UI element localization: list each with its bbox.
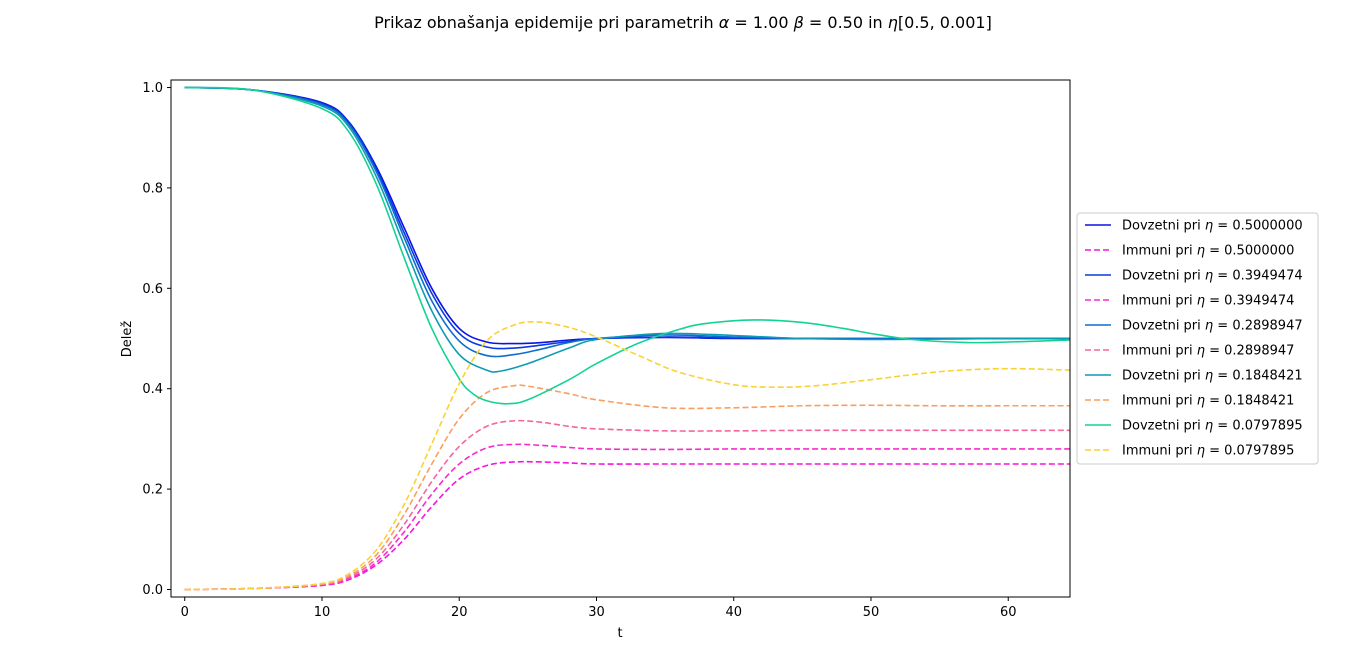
x-tick-label: 30: [588, 605, 605, 620]
legend-label-prefix: Dovzetni pri: [1122, 369, 1205, 384]
legend-label-eta: η: [1197, 294, 1205, 309]
legend-label-prefix: Immuni pri: [1122, 444, 1197, 459]
legend-label-value: = 0.2898947: [1205, 344, 1294, 359]
y-axis-label: Delež: [120, 321, 135, 358]
legend-label-6: Immuni pri η = 0.2898947: [1122, 344, 1294, 359]
series-line-8: [184, 384, 1070, 591]
title-eta-range: [0.5, 0.001]: [898, 13, 992, 32]
legend-label-eta: η: [1197, 244, 1205, 259]
legend-label-value: = 0.0797895: [1205, 444, 1294, 459]
legend-label-prefix: Immuni pri: [1122, 294, 1197, 309]
y-tick-label: 0.8: [142, 181, 163, 196]
legend-label-4: Immuni pri η = 0.3949474: [1122, 294, 1294, 309]
legend-label-8: Immuni pri η = 0.1848421: [1122, 394, 1294, 409]
legend-label-eta: η: [1197, 344, 1205, 359]
legend-label-value: = 0.3949474: [1213, 269, 1302, 284]
series-line-10: [184, 320, 1070, 591]
legend-label-eta: η: [1205, 369, 1213, 384]
series-group: [184, 86, 1070, 591]
legend-label-7: Dovzetni pri η = 0.1848421: [1122, 369, 1303, 384]
series-line-6: [184, 419, 1070, 591]
legend-label-value: = 0.2898947: [1213, 319, 1302, 334]
title-connector: in: [863, 13, 888, 32]
y-tick-label: 0.2: [142, 483, 163, 498]
x-tick-label: 40: [725, 605, 742, 620]
y-tick-label: 0.6: [142, 282, 163, 297]
legend-label-prefix: Dovzetni pri: [1122, 319, 1205, 334]
legend-label-eta: η: [1205, 219, 1213, 234]
legend-label-prefix: Dovzetni pri: [1122, 419, 1205, 434]
legend-label-10: Immuni pri η = 0.0797895: [1122, 444, 1294, 459]
legend-label-prefix: Dovzetni pri: [1122, 219, 1205, 234]
title-alpha-value: = 1.00: [729, 13, 793, 32]
series-line-2: [184, 460, 1070, 591]
title-alpha-symbol: α: [719, 13, 730, 32]
legend-label-eta: η: [1205, 419, 1213, 434]
legend-label-eta: η: [1197, 394, 1205, 409]
legend-label-prefix: Immuni pri: [1122, 394, 1197, 409]
x-tick-label: 50: [863, 605, 880, 620]
x-axis: 0 10 20 30 40 50 60: [181, 597, 1017, 620]
legend-label-value: = 0.0797895: [1213, 419, 1302, 434]
x-tick-label: 20: [451, 605, 468, 620]
legend-label-eta: η: [1205, 319, 1213, 334]
title-beta-symbol: β: [793, 13, 804, 32]
x-tick-label: 0: [181, 605, 189, 620]
legend-label-prefix: Immuni pri: [1122, 244, 1197, 259]
series-line-4: [184, 443, 1070, 591]
legend-label-prefix: Immuni pri: [1122, 344, 1197, 359]
chart-title: Prikaz obnašanja epidemije pri parametri…: [374, 13, 992, 32]
title-prefix: Prikaz obnašanja epidemije pri parametri…: [374, 13, 719, 32]
y-tick-label: 0.4: [142, 382, 163, 397]
legend-label-value: = 0.5000000: [1213, 219, 1302, 234]
legend-label-5: Dovzetni pri η = 0.2898947: [1122, 319, 1303, 334]
x-axis-label: t: [617, 626, 622, 641]
legend-label-eta: η: [1197, 444, 1205, 459]
legend-label-value: = 0.1848421: [1205, 394, 1294, 409]
y-tick-label: 0.0: [142, 583, 163, 598]
legend-label-2: Immuni pri η = 0.5000000: [1122, 244, 1294, 259]
legend-label-value: = 0.3949474: [1205, 294, 1294, 309]
legend-label-1: Dovzetni pri η = 0.5000000: [1122, 219, 1303, 234]
legend-frame: [1076, 212, 1319, 465]
legend-label-3: Dovzetni pri η = 0.3949474: [1122, 269, 1303, 284]
title-beta-value: = 0.50: [804, 13, 863, 32]
series-line-9: [184, 86, 1070, 405]
plot-frame: [170, 79, 1071, 598]
y-axis: 0.0 0.2 0.4 0.6 0.8 1.0: [142, 81, 171, 598]
title-eta-symbol: η: [888, 13, 898, 32]
legend-label-value: = 0.5000000: [1205, 244, 1294, 259]
legend-label-eta: η: [1205, 269, 1213, 284]
x-tick-label: 60: [1000, 605, 1017, 620]
x-tick-label: 10: [314, 605, 331, 620]
legend-label-prefix: Dovzetni pri: [1122, 269, 1205, 284]
legend-label-value: = 0.1848421: [1213, 369, 1302, 384]
series-line-7: [184, 86, 1070, 373]
y-tick-label: 1.0: [142, 81, 163, 96]
legend-label-9: Dovzetni pri η = 0.0797895: [1122, 419, 1303, 434]
